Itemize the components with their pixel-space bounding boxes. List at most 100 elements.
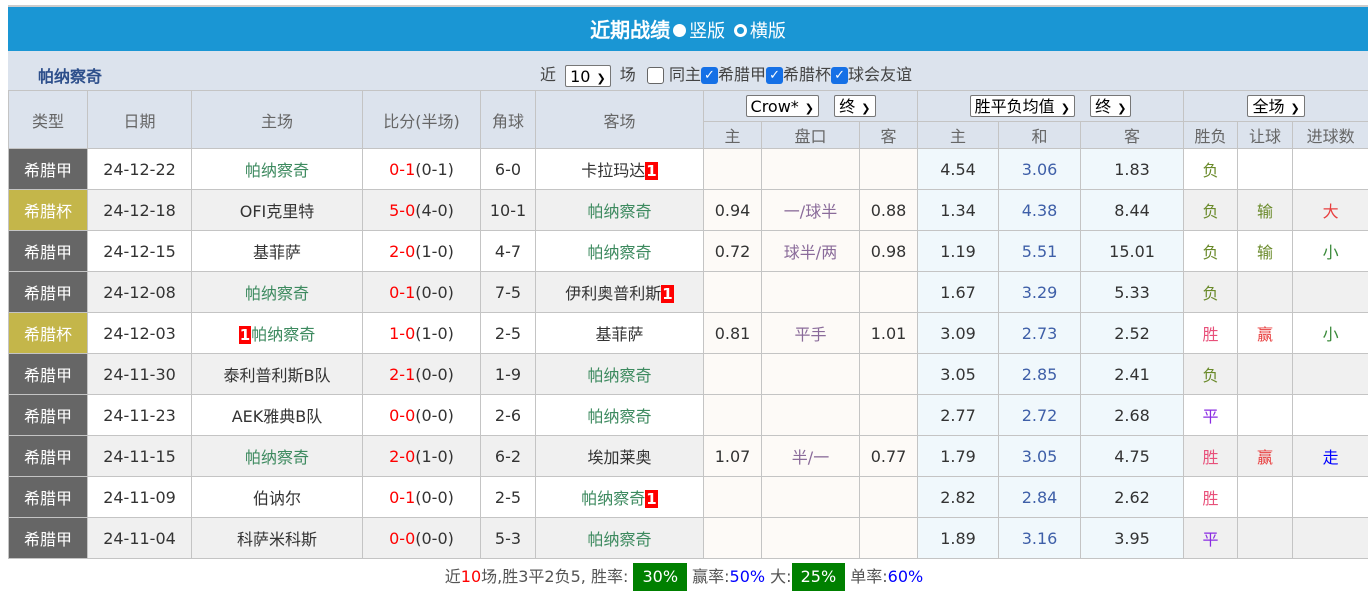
radio-horizontal[interactable] bbox=[734, 24, 747, 37]
league-type[interactable]: 希腊甲 bbox=[9, 272, 88, 313]
away-team-name[interactable]: 帕纳察奇 bbox=[587, 243, 651, 262]
score-cell[interactable]: 1-0(1-0) bbox=[363, 313, 481, 354]
ah-away-odds: 0.77 bbox=[860, 436, 918, 477]
results-table: 类型 日期 主场 比分(半场) 角球 客场 Crow*❯ 终❯ 胜平负均值❯ 终… bbox=[8, 90, 1368, 559]
league-type[interactable]: 希腊甲 bbox=[9, 518, 88, 559]
league-type[interactable]: 希腊杯 bbox=[9, 190, 88, 231]
away-team-name[interactable]: 帕纳察奇 bbox=[587, 202, 651, 221]
period-select[interactable]: 全场❯ bbox=[1247, 95, 1304, 117]
home-team-name[interactable]: 帕纳察奇 bbox=[251, 325, 315, 344]
away-team-name[interactable]: 基菲萨 bbox=[595, 325, 643, 344]
full-score: 0-1 bbox=[389, 488, 415, 507]
score-cell[interactable]: 2-1(0-0) bbox=[363, 354, 481, 395]
league-checkbox-0[interactable]: ✓ bbox=[701, 67, 718, 84]
red-card-badge: 1 bbox=[645, 162, 657, 180]
col-ah-away: 客 bbox=[860, 122, 918, 149]
away-team-name[interactable]: 帕纳察奇 bbox=[587, 530, 651, 549]
home-team-name[interactable]: 帕纳察奇 bbox=[245, 448, 309, 467]
summary-count: 10 bbox=[461, 567, 481, 586]
radio-horizontal-label[interactable]: 横版 bbox=[750, 21, 786, 42]
league-type[interactable]: 希腊甲 bbox=[9, 395, 88, 436]
league-type[interactable]: 希腊甲 bbox=[9, 354, 88, 395]
home-cell: 科萨米科斯 bbox=[192, 518, 363, 559]
col-result: 胜负 bbox=[1184, 122, 1238, 149]
ah-home-odds bbox=[704, 149, 762, 190]
home-cell: 帕纳察奇 bbox=[192, 436, 363, 477]
league-type[interactable]: 希腊甲 bbox=[9, 149, 88, 190]
count-select[interactable]: 10❯ bbox=[565, 65, 611, 87]
goals-result: 大 bbox=[1293, 190, 1368, 231]
odds-home: 1.79 bbox=[918, 436, 999, 477]
ah-line: 平手 bbox=[762, 313, 860, 354]
league-type[interactable]: 希腊杯 bbox=[9, 313, 88, 354]
score-cell[interactable]: 0-1(0-0) bbox=[363, 272, 481, 313]
odds-home: 1.89 bbox=[918, 518, 999, 559]
same-home-checkbox[interactable] bbox=[647, 67, 664, 84]
home-cell: 伯讷尔 bbox=[192, 477, 363, 518]
ah-state-select[interactable]: 终❯ bbox=[834, 95, 875, 117]
odds-type-select[interactable]: 胜平负均值❯ bbox=[970, 95, 1075, 117]
score-cell[interactable]: 0-1(0-1) bbox=[363, 149, 481, 190]
score-cell[interactable]: 0-0(0-0) bbox=[363, 395, 481, 436]
odds-away: 3.95 bbox=[1081, 518, 1184, 559]
odds-home: 1.34 bbox=[918, 190, 999, 231]
score-cell[interactable]: 2-0(1-0) bbox=[363, 231, 481, 272]
ah-home-odds: 1.07 bbox=[704, 436, 762, 477]
full-score: 0-0 bbox=[389, 406, 415, 425]
score-cell[interactable]: 0-1(0-0) bbox=[363, 477, 481, 518]
ah-result: 输 bbox=[1238, 231, 1293, 272]
home-team-name[interactable]: 帕纳察奇 bbox=[245, 161, 309, 180]
away-cell: 帕纳察奇 bbox=[536, 518, 704, 559]
score-cell[interactable]: 5-0(4-0) bbox=[363, 190, 481, 231]
col-ah-line: 盘口 bbox=[762, 122, 860, 149]
result: 负 bbox=[1184, 354, 1238, 395]
league-checkbox-2[interactable]: ✓ bbox=[831, 67, 848, 84]
away-team-name[interactable]: 帕纳察奇 bbox=[581, 489, 645, 508]
odds-state-select[interactable]: 终❯ bbox=[1090, 95, 1131, 117]
league-type[interactable]: 希腊甲 bbox=[9, 231, 88, 272]
result: 平 bbox=[1184, 395, 1238, 436]
score-cell[interactable]: 0-0(0-0) bbox=[363, 518, 481, 559]
away-team-name[interactable]: 埃加莱奥 bbox=[587, 448, 651, 467]
goals-result: 小 bbox=[1293, 231, 1368, 272]
away-cell: 帕纳察奇 bbox=[536, 395, 704, 436]
odds-home: 3.09 bbox=[918, 313, 999, 354]
home-team-name[interactable]: 泰利普利斯B队 bbox=[224, 366, 331, 385]
home-team-name[interactable]: 基菲萨 bbox=[253, 243, 301, 262]
league-checkbox-1[interactable]: ✓ bbox=[766, 67, 783, 84]
league-type[interactable]: 希腊甲 bbox=[9, 477, 88, 518]
home-team-name[interactable]: OFI克里特 bbox=[240, 202, 315, 221]
ah-away-odds: 0.88 bbox=[860, 190, 918, 231]
half-score: (0-0) bbox=[415, 283, 454, 302]
full-score: 0-1 bbox=[389, 283, 415, 302]
company-select[interactable]: Crow*❯ bbox=[746, 95, 820, 117]
home-team-name[interactable]: 帕纳察奇 bbox=[245, 284, 309, 303]
radio-vertical-label[interactable]: 竖版 bbox=[689, 21, 725, 42]
corner-score: 2-5 bbox=[481, 477, 536, 518]
ah-away-odds bbox=[860, 395, 918, 436]
away-cell: 帕纳察奇 bbox=[536, 190, 704, 231]
ah-result bbox=[1238, 518, 1293, 559]
ah-result bbox=[1238, 477, 1293, 518]
chevron-down-icon: ❯ bbox=[596, 72, 605, 85]
col-away: 客场 bbox=[536, 91, 704, 149]
score-cell[interactable]: 2-0(1-0) bbox=[363, 436, 481, 477]
home-cell: 帕纳察奇 bbox=[192, 149, 363, 190]
away-team-name[interactable]: 帕纳察奇 bbox=[587, 407, 651, 426]
home-team-name[interactable]: 科萨米科斯 bbox=[237, 530, 317, 549]
ah-result bbox=[1238, 149, 1293, 190]
radio-vertical[interactable] bbox=[673, 24, 686, 37]
odds-home: 2.77 bbox=[918, 395, 999, 436]
away-team-name[interactable]: 伊利奥普利斯 bbox=[565, 284, 661, 303]
full-score: 0-1 bbox=[389, 160, 415, 179]
odds-away: 2.62 bbox=[1081, 477, 1184, 518]
home-team-name[interactable]: 伯讷尔 bbox=[253, 489, 301, 508]
odds-draw: 4.38 bbox=[999, 190, 1081, 231]
away-team-name[interactable]: 帕纳察奇 bbox=[587, 366, 651, 385]
away-team-name[interactable]: 卡拉玛达 bbox=[581, 161, 645, 180]
col-score: 比分(半场) bbox=[363, 91, 481, 149]
league-type[interactable]: 希腊甲 bbox=[9, 436, 88, 477]
home-team-name[interactable]: AEK雅典B队 bbox=[232, 407, 323, 426]
